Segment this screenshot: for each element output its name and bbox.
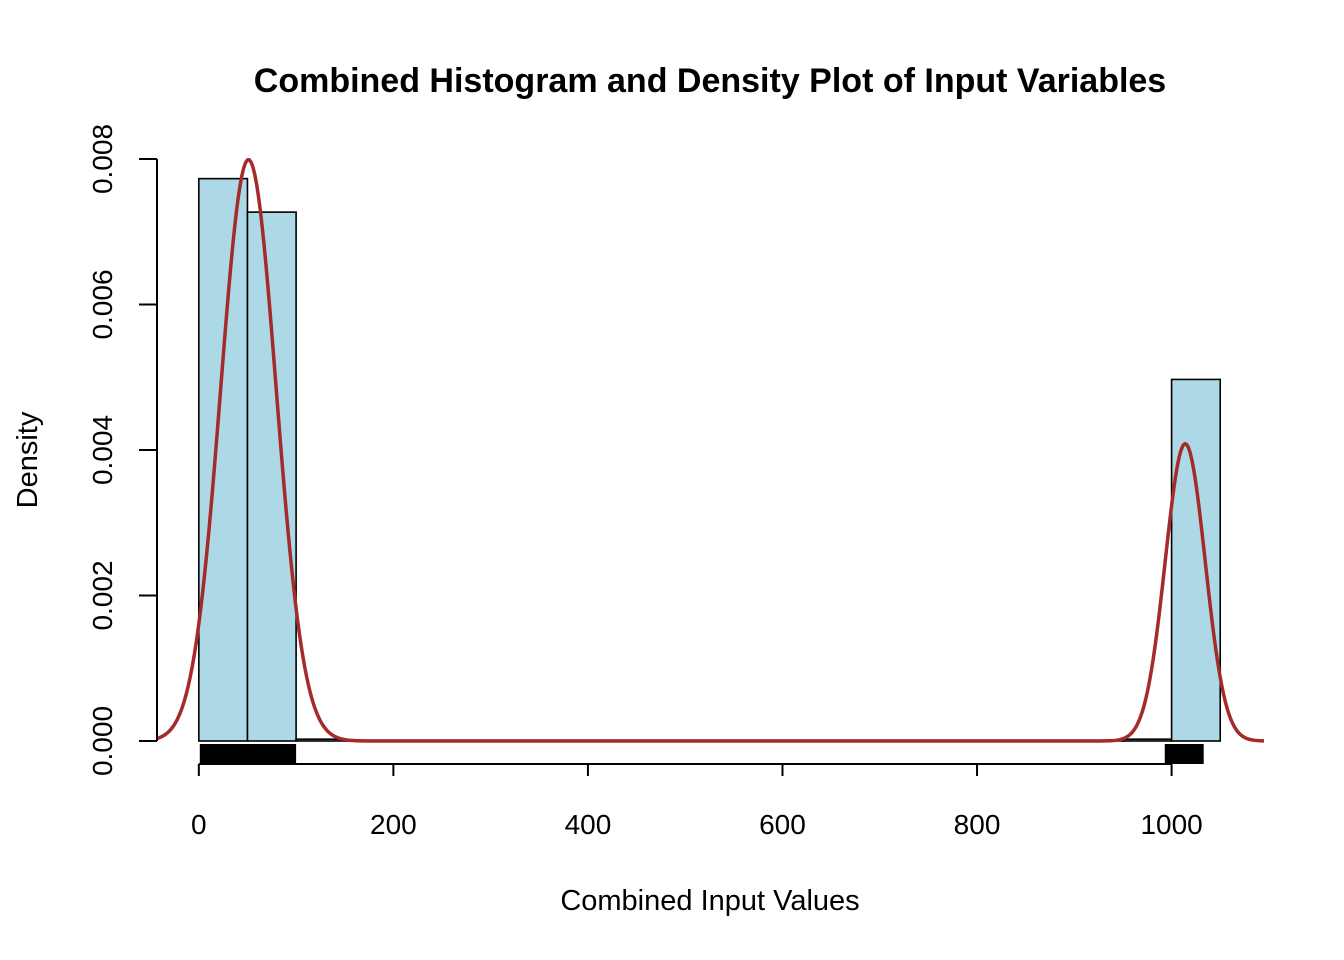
rug-mark-1	[1164, 744, 1204, 764]
y-tick-label-0: 0.000	[87, 706, 118, 776]
y-tick-label-4: 0.008	[87, 124, 118, 194]
rug-marks	[199, 744, 1204, 764]
x-tick-label-0: 0	[191, 809, 207, 840]
y-tick-label-2: 0.004	[87, 415, 118, 485]
y-axis-label: Density	[12, 411, 44, 508]
x-tick-label-3: 600	[759, 809, 806, 840]
y-axis: 0.000 0.002 0.004 0.006 0.008	[87, 124, 158, 776]
x-axis: 0 200 400 600 800 1000	[191, 763, 1203, 840]
histogram-bar-1	[246, 211, 297, 742]
density-curve-group	[156, 158, 1265, 743]
y-tick-label-1: 0.002	[87, 560, 118, 630]
rug-mark-0	[199, 744, 297, 764]
histogram-bar-20	[1170, 378, 1222, 742]
y-tick-label-3: 0.006	[87, 269, 118, 339]
x-tick-label-1: 200	[370, 809, 417, 840]
chart-title: Combined Histogram and Density Plot of I…	[254, 62, 1166, 100]
x-tick-label-4: 800	[954, 809, 1001, 840]
density-curve	[156, 158, 1265, 743]
histogram-bar-19	[1122, 738, 1173, 742]
x-axis-label: Combined Input Values	[560, 885, 859, 917]
histogram-bars	[198, 177, 1222, 742]
histogram-bar-0	[198, 177, 249, 742]
x-tick-label-5: 1000	[1140, 809, 1202, 840]
x-tick-label-2: 400	[565, 809, 612, 840]
